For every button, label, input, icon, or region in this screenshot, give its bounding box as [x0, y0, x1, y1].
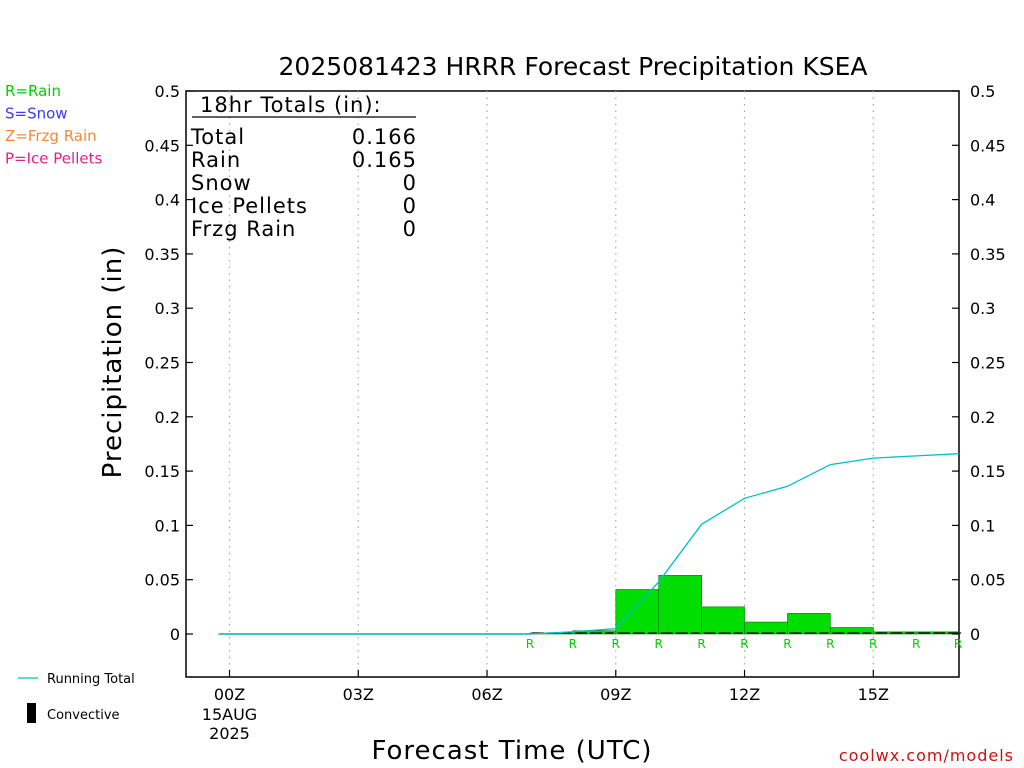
y-tick-label-right: 0.3	[970, 299, 995, 318]
totals-label-0: Total	[190, 125, 245, 149]
y-axis-title: Precipitation (in)	[98, 246, 128, 479]
ptype-marker-14: R	[783, 637, 791, 651]
running-total-label: Running Total	[47, 672, 135, 687]
legend: R=Rain S=Snow Z=Frzg Rain P=Ice Pellets Runn…	[5, 82, 135, 723]
y-tick-label-left: 0.5	[155, 82, 180, 101]
totals-value-3: 0	[403, 194, 417, 218]
x-tick-label-06Z: 06Z	[471, 685, 502, 704]
ptype-marker-9: R	[569, 637, 577, 651]
x-tick-label-00Z: 00Z	[214, 685, 245, 704]
legend-type-0: R=Rain	[5, 82, 61, 100]
x-tick-date: 15AUG	[202, 705, 257, 724]
ptype-marker-13: R	[740, 637, 748, 651]
x-axis-title: Forecast Time (UTC)	[371, 736, 652, 766]
totals-value-0: 0.166	[352, 125, 417, 149]
y-tick-label-right: 0	[970, 625, 980, 644]
x-tick-label-15Z: 15Z	[858, 685, 889, 704]
plot-frame	[185, 90, 960, 678]
y-tick-label-left: 0.15	[144, 462, 180, 481]
y-tick-label-left: 0	[170, 625, 180, 644]
rain-bar-12	[701, 606, 745, 635]
convective-label: Convective	[47, 708, 120, 723]
y-tick-label-right: 0.2	[970, 408, 995, 427]
y-tick-label-left: 0.45	[144, 136, 180, 155]
ptype-marker-8: R	[526, 637, 534, 651]
rain-bar-14	[787, 613, 831, 635]
ptype-marker-15: R	[826, 637, 834, 651]
totals-value-2: 0	[403, 171, 417, 195]
x-tick-label-09Z: 09Z	[600, 685, 631, 704]
totals-header: 18hr Totals (in):	[200, 93, 382, 117]
y-tick-label-left: 0.3	[155, 299, 180, 318]
convective-swatch	[27, 703, 36, 723]
axis-ticks: 0 00.05 0.050.1 0.10.15 0.150.2 0.20.25 0.250.…	[144, 82, 1005, 743]
credit-text: coolwx.com/models	[839, 746, 1014, 765]
y-tick-label-right: 0.1	[970, 516, 995, 535]
totals-value-1: 0.165	[352, 148, 417, 172]
y-tick-label-left: 0.2	[155, 408, 180, 427]
totals-label-2: Snow	[191, 171, 252, 195]
y-tick-label-right: 0.15	[970, 462, 1006, 481]
running-total-polyline	[218, 453, 960, 635]
ptype-marker-16: R	[869, 637, 877, 651]
ptype-marker-10: R	[612, 637, 620, 651]
rain-bar-13	[744, 621, 788, 635]
running-total-line	[218, 453, 960, 635]
totals-label-1: Rain	[191, 148, 241, 172]
rain-bars	[218, 575, 962, 635]
x-tick-year: 2025	[209, 724, 250, 743]
y-tick-label-left: 0.35	[144, 245, 180, 264]
y-tick-label-left: 0.25	[144, 354, 180, 373]
y-tick-label-right: 0.5	[970, 82, 995, 101]
legend-type-1: S=Snow	[5, 105, 68, 123]
totals-value-4: 0	[403, 217, 417, 241]
legend-type-2: Z=Frzg Rain	[5, 127, 97, 145]
y-tick-label-right: 0.25	[970, 354, 1006, 373]
y-tick-label-left: 0.1	[155, 516, 180, 535]
rain-bar-15	[830, 627, 874, 635]
y-tick-label-right: 0.35	[970, 245, 1006, 264]
x-tick-label-12Z: 12Z	[729, 685, 760, 704]
grid-lines	[228, 91, 874, 677]
y-tick-label-right: 0.05	[970, 571, 1006, 590]
totals-label-4: Frzg Rain	[191, 217, 296, 241]
ptype-marker-11: R	[654, 637, 662, 651]
rain-bar-11	[658, 575, 702, 635]
rain-bar-10	[615, 589, 660, 635]
x-tick-label-03Z: 03Z	[343, 685, 374, 704]
chart-title: 2025081423 HRRR Forecast Precipitation K…	[279, 52, 868, 81]
legend-type-3: P=Ice Pellets	[5, 150, 102, 168]
y-tick-label-right: 0.4	[970, 191, 995, 210]
ptype-marker-12: R	[697, 637, 705, 651]
y-tick-label-left: 0.05	[144, 571, 180, 590]
totals-label-3: Ice Pellets	[191, 194, 308, 218]
ptype-marker-17: R	[912, 637, 920, 651]
y-tick-label-right: 0.45	[970, 136, 1006, 155]
ptype-marker-last: R	[954, 637, 962, 651]
totals-box: 18hr Totals (in): Total 0.166 Rain 0.165 Snow…	[190, 93, 417, 241]
y-tick-label-left: 0.4	[155, 191, 180, 210]
